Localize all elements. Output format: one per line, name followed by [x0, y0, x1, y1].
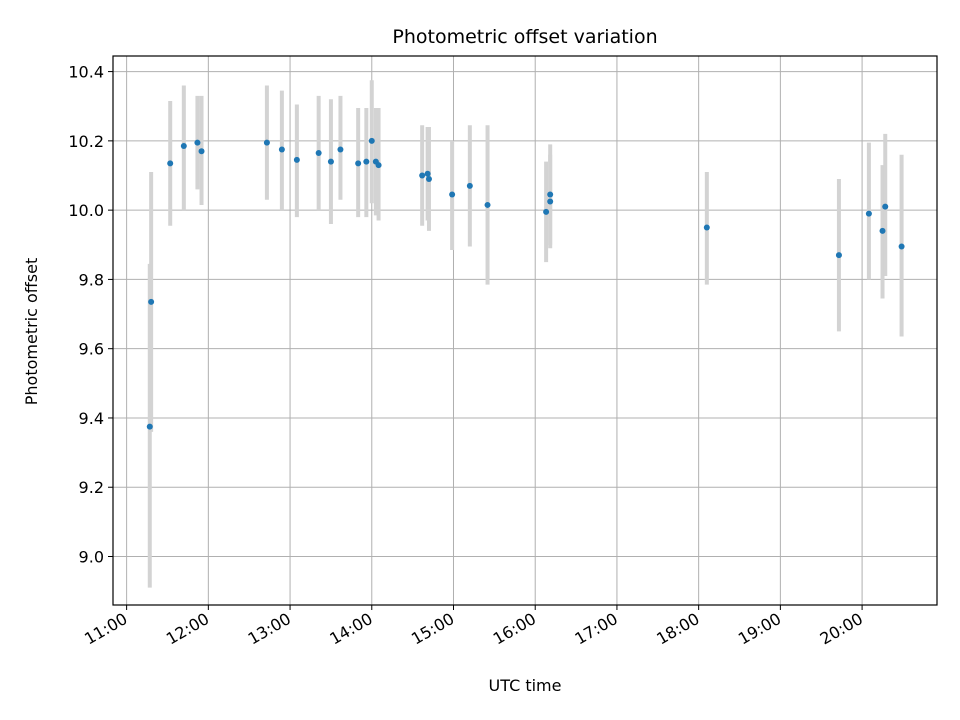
x-tick-label: 17:00	[572, 609, 621, 649]
data-point	[198, 148, 205, 155]
x-tick-label: 12:00	[163, 609, 212, 649]
data-point	[278, 146, 285, 153]
data-point	[375, 162, 382, 169]
chart-title: Photometric offset variation	[392, 26, 657, 48]
x-tick-label: 11:00	[81, 609, 130, 649]
x-tick-label: 18:00	[653, 609, 702, 649]
data-point	[368, 137, 375, 144]
data-point	[547, 198, 554, 205]
x-tick-label: 13:00	[245, 609, 294, 649]
data-point	[879, 227, 886, 234]
plot-frame	[112, 55, 938, 606]
data-point	[363, 158, 370, 165]
data-point	[293, 156, 300, 163]
grid-lines	[113, 56, 937, 605]
x-tick-label: 16:00	[490, 609, 539, 649]
data-point	[547, 191, 554, 198]
data-point	[835, 252, 842, 259]
x-axis-label: UTC time	[489, 676, 562, 695]
data-point	[327, 158, 334, 165]
y-tick-label: 10.4	[68, 63, 104, 82]
data-point	[865, 210, 872, 217]
y-axis-label: Photometric offset	[22, 258, 41, 406]
y-tick-label: 9.8	[79, 270, 104, 289]
x-tick-label: 14:00	[326, 609, 375, 649]
x-tick-label: 19:00	[735, 609, 784, 649]
data-point	[449, 191, 456, 198]
data-point	[424, 170, 431, 177]
y-tick-label: 10.0	[68, 201, 104, 220]
data-point	[148, 298, 155, 305]
data-point	[355, 160, 362, 167]
data-point	[146, 423, 153, 430]
error-bars	[147, 80, 904, 588]
y-tick-label: 9.6	[79, 340, 104, 359]
data-point	[315, 149, 322, 156]
data-point	[425, 175, 432, 182]
data-point	[194, 139, 201, 146]
axis-ticks: 11:00 12:00 13:00 14:00 15:00 16:00 17:00 18:00…	[68, 63, 866, 649]
data-point	[703, 224, 710, 231]
data-point	[543, 208, 550, 215]
x-tick-label: 20:00	[817, 609, 866, 649]
data-point	[167, 160, 174, 167]
data-point	[484, 201, 491, 208]
data-point	[263, 139, 270, 146]
data-point	[882, 203, 889, 210]
data-point	[180, 143, 187, 150]
data-point	[337, 146, 344, 153]
y-tick-label: 9.2	[79, 478, 104, 497]
data-point	[419, 172, 426, 179]
y-tick-label: 9.4	[79, 409, 104, 428]
x-tick-label: 15:00	[408, 609, 457, 649]
y-tick-label: 10.2	[68, 132, 104, 151]
data-point	[466, 182, 473, 189]
data-points	[146, 137, 905, 430]
y-tick-label: 9.0	[79, 548, 104, 567]
data-point	[898, 243, 905, 250]
